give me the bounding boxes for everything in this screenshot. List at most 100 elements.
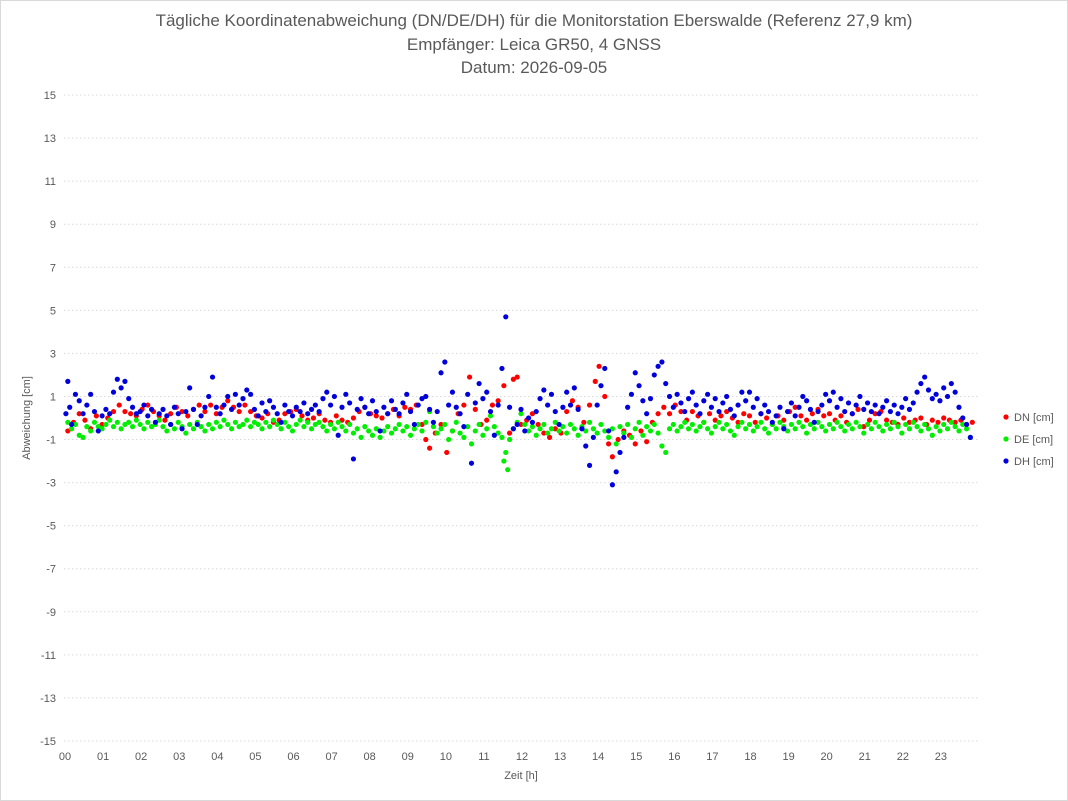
data-point	[518, 421, 524, 428]
x-tick-label: 16	[668, 751, 680, 763]
data-point	[114, 376, 120, 382]
data-point	[800, 393, 806, 400]
data-point	[506, 436, 513, 443]
data-point	[621, 434, 627, 440]
data-point	[350, 430, 357, 436]
data-point	[651, 421, 657, 428]
data-point	[388, 398, 395, 404]
data-point	[99, 413, 105, 419]
data-point	[118, 426, 124, 432]
data-point	[784, 428, 791, 434]
data-point	[320, 424, 326, 430]
data-point	[160, 424, 166, 430]
data-point	[891, 419, 897, 425]
data-point	[217, 411, 223, 417]
data-point	[423, 436, 429, 443]
data-point	[495, 402, 501, 408]
data-point	[586, 402, 593, 408]
data-point	[206, 421, 212, 428]
data-point	[857, 393, 863, 400]
data-point	[518, 411, 524, 417]
data-point	[586, 462, 593, 468]
data-point	[781, 426, 787, 432]
data-point	[461, 402, 467, 408]
data-point	[480, 432, 486, 438]
data-point	[952, 389, 958, 395]
data-point	[232, 419, 238, 425]
data-point	[590, 434, 596, 440]
data-point	[251, 419, 258, 425]
data-point	[259, 426, 265, 432]
data-point	[746, 389, 753, 395]
data-point	[335, 419, 341, 425]
data-point	[720, 426, 726, 432]
data-point	[821, 413, 827, 419]
data-point	[491, 432, 497, 438]
y-tick-label: 11	[45, 176, 56, 188]
data-point	[834, 419, 840, 425]
data-point	[308, 426, 315, 432]
data-point	[914, 389, 920, 395]
data-point	[141, 426, 147, 432]
data-point	[468, 441, 475, 447]
data-point	[685, 396, 692, 402]
data-point	[567, 402, 574, 408]
data-point	[168, 411, 174, 417]
data-point	[727, 428, 734, 434]
y-tick-label: 5	[50, 305, 56, 317]
data-point	[944, 393, 951, 400]
data-point	[625, 404, 631, 410]
data-point	[701, 398, 707, 404]
data-point	[259, 400, 265, 406]
data-point	[792, 413, 798, 419]
data-point	[373, 413, 379, 419]
data-point	[826, 398, 833, 404]
data-point	[407, 432, 414, 438]
data-point	[743, 398, 749, 404]
data-point	[583, 443, 589, 449]
data-point	[221, 402, 227, 408]
data-point	[362, 424, 368, 430]
data-point	[956, 428, 962, 434]
data-point	[65, 419, 71, 425]
data-point	[379, 415, 385, 421]
x-tick-label: 05	[249, 751, 261, 763]
data-point	[586, 419, 593, 425]
data-point	[758, 419, 764, 425]
data-point	[468, 460, 475, 466]
data-point	[602, 393, 608, 400]
data-point	[110, 408, 117, 415]
data-point	[126, 396, 132, 402]
data-point	[906, 406, 913, 412]
data-point	[830, 389, 836, 395]
data-point	[434, 430, 440, 436]
data-point	[82, 417, 88, 423]
data-point	[320, 396, 326, 402]
data-point	[179, 426, 185, 432]
data-point	[248, 391, 254, 397]
data-point	[489, 402, 496, 408]
data-point	[739, 389, 745, 395]
data-point	[693, 428, 699, 434]
data-point	[404, 424, 410, 430]
data-point	[864, 400, 871, 406]
data-point	[373, 408, 379, 415]
data-point	[735, 419, 741, 425]
data-point	[419, 428, 425, 434]
data-point	[495, 398, 501, 404]
x-tick-label: 17	[706, 751, 718, 763]
data-point	[145, 413, 151, 419]
data-point	[122, 421, 128, 428]
data-point	[91, 419, 98, 425]
data-point	[682, 419, 688, 425]
data-point	[925, 387, 932, 393]
data-point	[156, 411, 162, 417]
data-point	[137, 408, 143, 415]
data-point	[967, 434, 973, 440]
data-point	[718, 413, 724, 419]
data-point	[895, 411, 901, 417]
data-point	[552, 419, 558, 425]
data-point	[647, 428, 654, 434]
data-point	[208, 402, 214, 408]
data-point	[529, 419, 536, 425]
